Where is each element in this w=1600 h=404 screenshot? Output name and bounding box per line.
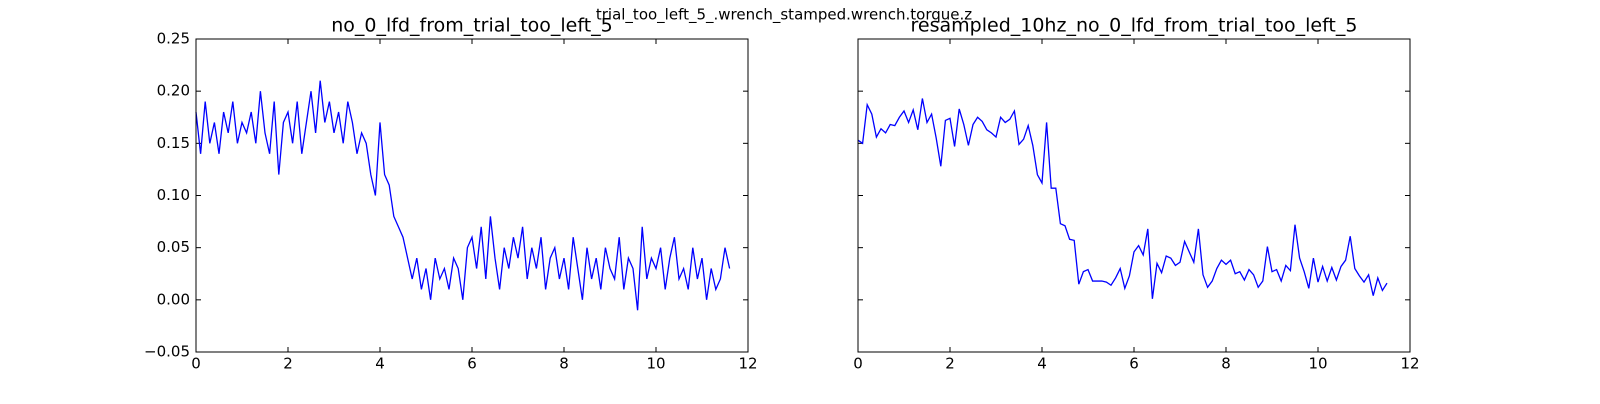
y-tick-label: 0.05 bbox=[157, 238, 190, 256]
y-tick-label: −0.05 bbox=[144, 343, 190, 361]
y-tick-label: 0.20 bbox=[157, 82, 190, 100]
x-tick-label: 0 bbox=[191, 355, 201, 373]
x-tick-label: 8 bbox=[1221, 355, 1231, 373]
y-tick-label: 0.25 bbox=[157, 30, 190, 48]
axes-frame bbox=[195, 38, 749, 353]
subplot-title: no_0_lfd_from_trial_too_left_5 bbox=[331, 15, 613, 37]
y-tick-label: 0.00 bbox=[157, 290, 190, 308]
x-tick-label: 12 bbox=[1400, 355, 1419, 373]
subplot-title: resampled_10hz_no_0_lfd_from_trial_too_l… bbox=[911, 15, 1358, 37]
data-line bbox=[195, 80, 731, 311]
x-tick-label: 8 bbox=[559, 355, 569, 373]
y-tick-label: 0.10 bbox=[157, 186, 190, 204]
x-tick-label: 4 bbox=[1037, 355, 1047, 373]
x-tick-label: 10 bbox=[1308, 355, 1327, 373]
x-tick-label: 4 bbox=[375, 355, 385, 373]
data-line bbox=[857, 98, 1388, 299]
x-tick-label: 6 bbox=[1129, 355, 1139, 373]
y-tick-label: 0.15 bbox=[157, 134, 190, 152]
x-tick-label: 2 bbox=[945, 355, 955, 373]
x-tick-label: 2 bbox=[283, 355, 293, 373]
x-tick-label: 10 bbox=[646, 355, 665, 373]
x-tick-label: 0 bbox=[853, 355, 863, 373]
figure-title: trial_too_left_5_.wrench_stamped.wrench.… bbox=[596, 6, 972, 25]
x-tick-label: 12 bbox=[738, 355, 757, 373]
x-tick-label: 6 bbox=[467, 355, 477, 373]
axes-frame bbox=[857, 38, 1411, 353]
